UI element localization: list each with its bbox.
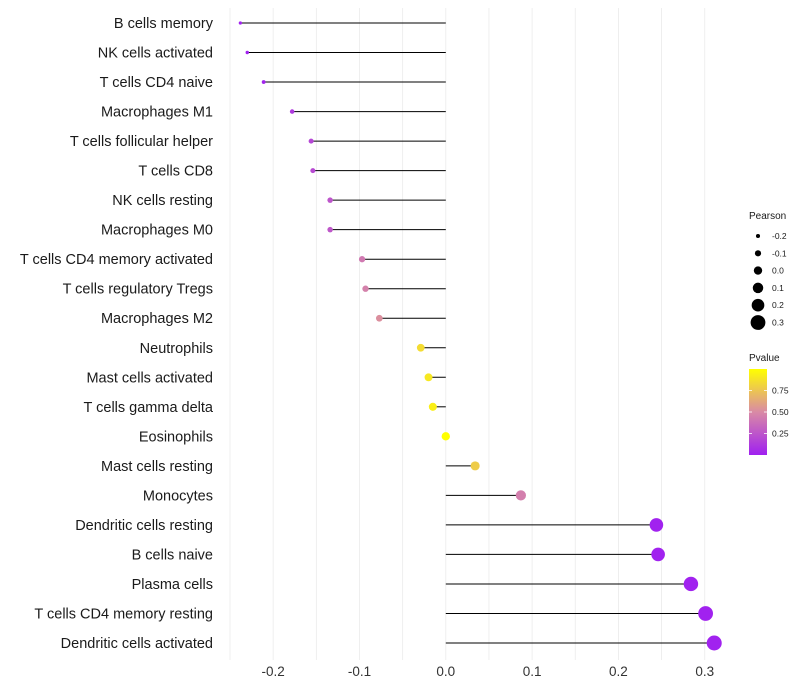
x-tick-label: -0.2 bbox=[262, 664, 285, 679]
pearson-legend-label: 0.0 bbox=[772, 266, 784, 276]
lollipop-point bbox=[428, 402, 437, 411]
category-label: Mast cells resting bbox=[101, 459, 213, 475]
category-label: NK cells activated bbox=[98, 46, 213, 62]
lollipop-point bbox=[683, 576, 699, 592]
lollipop-point bbox=[424, 373, 433, 382]
category-label: T cells CD4 naive bbox=[100, 75, 213, 91]
lollipop-point bbox=[261, 80, 266, 84]
x-tick-label: 0.0 bbox=[436, 664, 455, 679]
lollipop-point bbox=[310, 168, 316, 174]
lollipop-point bbox=[245, 50, 249, 55]
lollipop-point bbox=[649, 518, 664, 532]
pearson-legend-label: -0.1 bbox=[772, 248, 787, 258]
lollipop-points bbox=[238, 21, 722, 651]
pvalue-legend-label: 0.75 bbox=[772, 386, 789, 396]
category-label: T cells CD4 memory resting bbox=[34, 606, 213, 622]
lollipop-segments bbox=[240, 22, 715, 644]
lollipop-point bbox=[651, 547, 665, 562]
category-label: NK cells resting bbox=[112, 193, 213, 209]
x-axis-ticks: -0.2 -0.1 0.0 0.1 0.2 0.3 bbox=[262, 664, 715, 679]
grid-lines bbox=[229, 8, 706, 660]
y-axis-labels: B cells memory NK cells activated T cells … bbox=[20, 16, 214, 652]
category-label: Macrophages M2 bbox=[101, 311, 213, 327]
lollipop-point bbox=[362, 285, 369, 292]
category-label: Dendritic cells activated bbox=[61, 636, 213, 652]
pearson-legend-label: -0.2 bbox=[772, 231, 787, 241]
lollipop-point bbox=[706, 635, 722, 651]
pvalue-color-legend: Pvalue 0.75 0.50 0.25 bbox=[749, 353, 789, 455]
category-label: Monocytes bbox=[143, 488, 213, 504]
category-label: T cells follicular helper bbox=[70, 134, 213, 150]
pvalue-legend-label: 0.50 bbox=[772, 407, 789, 417]
pvalue-legend-label: 0.25 bbox=[772, 429, 789, 439]
category-label: B cells naive bbox=[132, 547, 213, 563]
category-label: B cells memory bbox=[114, 16, 214, 32]
x-tick-label: 0.1 bbox=[523, 664, 542, 679]
pearson-legend-key bbox=[750, 315, 766, 330]
pearson-legend-key bbox=[751, 298, 765, 312]
category-label: Macrophages M0 bbox=[101, 223, 213, 239]
category-label: T cells CD8 bbox=[138, 164, 213, 180]
category-label: Macrophages M1 bbox=[101, 105, 213, 121]
lollipop-point bbox=[327, 226, 333, 233]
pearson-size-legend: Pearson -0.2 -0.1 0.0 0.1 0.2 0.3 bbox=[749, 211, 787, 330]
lollipop-point bbox=[416, 343, 425, 352]
pearson-legend-label: 0.1 bbox=[772, 283, 784, 293]
lollipop-point bbox=[441, 432, 450, 441]
lollipop-point bbox=[375, 314, 383, 322]
lollipop-point bbox=[358, 256, 366, 263]
category-label: T cells regulatory Tregs bbox=[63, 282, 213, 298]
pvalue-legend-title: Pvalue bbox=[749, 353, 780, 364]
pearson-legend-label: 0.3 bbox=[772, 318, 784, 328]
x-tick-label: 0.2 bbox=[609, 664, 628, 679]
category-label: Plasma cells bbox=[132, 577, 213, 593]
lollipop-point bbox=[238, 21, 242, 25]
x-tick-label: -0.1 bbox=[348, 664, 371, 679]
pearson-legend-key bbox=[755, 233, 761, 239]
category-label: Eosinophils bbox=[139, 429, 213, 445]
lollipop-point bbox=[308, 138, 314, 144]
pvalue-colorbar bbox=[749, 369, 767, 455]
x-tick-label: 0.3 bbox=[695, 664, 714, 679]
lollipop-point bbox=[470, 461, 480, 471]
category-label: Neutrophils bbox=[140, 341, 213, 357]
lollipop-point bbox=[289, 109, 295, 114]
category-label: T cells gamma delta bbox=[84, 400, 214, 416]
lollipop-point bbox=[515, 490, 526, 501]
category-label: Mast cells activated bbox=[86, 370, 213, 386]
lollipop-point bbox=[698, 606, 714, 621]
category-label: T cells CD4 memory activated bbox=[20, 252, 213, 268]
pearson-legend-key bbox=[752, 282, 764, 294]
category-label: Dendritic cells resting bbox=[75, 518, 213, 534]
pearson-legend-title: Pearson bbox=[749, 211, 786, 222]
lollipop-point bbox=[327, 197, 333, 203]
pearson-legend-key bbox=[754, 250, 762, 257]
pearson-legend-key bbox=[753, 266, 763, 275]
pearson-legend-label: 0.2 bbox=[772, 300, 784, 310]
